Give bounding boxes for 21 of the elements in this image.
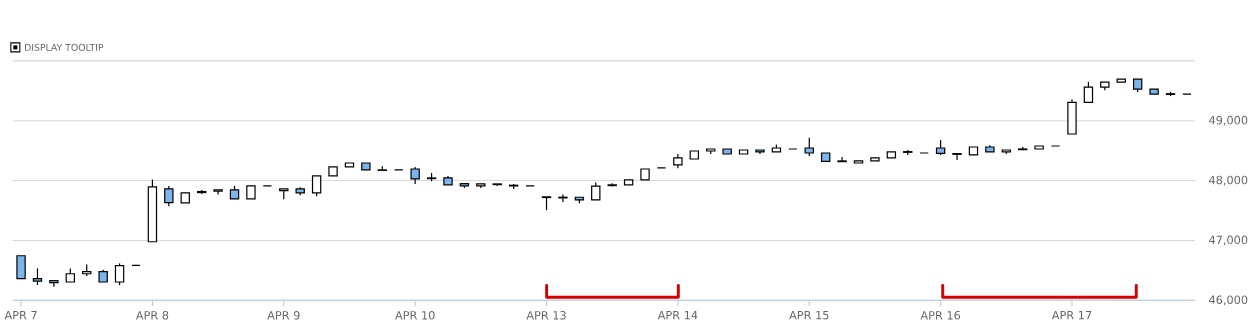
y-tick-label: 48,000 — [1209, 175, 1248, 186]
x-tick-label: APR 9 — [267, 310, 300, 320]
candlestick — [952, 152, 962, 161]
x-tick-label: APR 14 — [657, 310, 698, 320]
candlestick — [673, 153, 683, 169]
candlestick — [410, 166, 420, 185]
x-tick-label: APR 8 — [135, 310, 169, 320]
candlestick — [607, 182, 617, 187]
x-tick-label: APR 16 — [920, 310, 961, 320]
x-tick-label: APR 13 — [526, 310, 566, 320]
x-tick-label: APR 10 — [395, 310, 435, 320]
x-tick-label: APR 15 — [789, 310, 829, 320]
candlestick — [558, 193, 568, 203]
y-tick-label: 47,000 — [1209, 235, 1248, 246]
y-tick-label: 49,000 — [1209, 115, 1248, 126]
candlestick — [1165, 91, 1176, 97]
x-tick-label: APR 17 — [1051, 310, 1092, 320]
candlestick — [903, 149, 913, 156]
y-tick-label: 46,000 — [1209, 295, 1248, 306]
x-tick-label: APR 7 — [4, 310, 37, 320]
text: DISPLAY TOOLTIP — [24, 43, 104, 51]
